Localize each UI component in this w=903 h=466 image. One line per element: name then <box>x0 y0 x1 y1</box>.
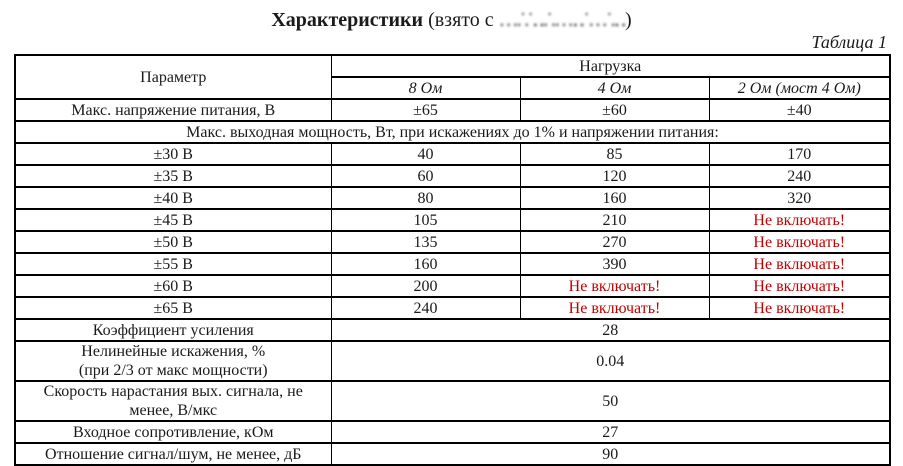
warning-cell: Не включать! <box>519 296 710 320</box>
value-cell: 80 <box>330 186 521 210</box>
row-label: Нелинейные искажения, % (при 2/3 от макс… <box>14 340 332 382</box>
row-power-40: ±40 В 80 160 320 <box>14 186 891 210</box>
characteristics-table: Параметр Нагрузка 8 Ом 4 Ом 2 Ом (мост 4… <box>14 54 892 466</box>
title-source-open: (взято с <box>423 9 499 31</box>
value-cell: 170 <box>708 142 891 166</box>
row-label: ±60 В <box>14 274 332 298</box>
value-cell: 160 <box>519 186 710 210</box>
value-cell: 240 <box>330 296 521 320</box>
header-col-2ohm: 2 Ом (мост 4 Ом) <box>708 76 891 100</box>
value-cell: 160 <box>330 252 521 276</box>
value-cell: 28 <box>330 318 891 342</box>
row-section-header: Макс. выходная мощность, Вт, при искажен… <box>14 120 891 144</box>
row-input-impedance: Входное сопротивление, кОм 27 <box>14 420 891 444</box>
value-cell: 27 <box>330 420 891 444</box>
row-label: ±45 В <box>14 208 332 232</box>
header-row-impedance: 8 Ом 4 Ом 2 Ом (мост 4 Ом) <box>15 76 891 100</box>
title-main: Характеристики <box>271 9 424 31</box>
value-cell: 40 <box>330 142 521 166</box>
row-power-55: ±55 В 160 390 Не включать! <box>14 252 891 276</box>
header-col-4ohm: 4 Ом <box>519 76 710 100</box>
warning-cell: Не включать! <box>708 230 891 254</box>
value-cell: ±40 <box>708 98 891 122</box>
value-cell: 390 <box>519 252 710 276</box>
title-source-close: ) <box>624 9 632 31</box>
header-row-load: Параметр Нагрузка <box>14 54 891 100</box>
value-cell: ±65 <box>330 98 521 122</box>
value-cell: 210 <box>519 208 710 232</box>
row-power-60: ±60 В 200 Не включать! Не включать! <box>14 274 891 298</box>
row-power-35: ±35 В 60 120 240 <box>14 164 891 188</box>
row-label: ±40 В <box>14 186 332 210</box>
value-cell: 240 <box>708 164 891 188</box>
section-header: Макс. выходная мощность, Вт, при искажен… <box>14 120 891 144</box>
row-power-30: ±30 В 40 85 170 <box>14 142 891 166</box>
value-cell: 60 <box>330 164 521 188</box>
header-param: Параметр <box>14 54 332 100</box>
value-cell: 270 <box>519 230 710 254</box>
value-cell: 105 <box>330 208 521 232</box>
value-cell: 320 <box>708 186 891 210</box>
value-cell: 135 <box>330 230 521 254</box>
title-obscured-source: ….˙.˙‥.˙.…‥˙…˙.‥ <box>498 9 627 31</box>
header-load: Нагрузка <box>330 54 891 78</box>
value-cell: ±60 <box>519 98 710 122</box>
value-cell: 0.04 <box>330 340 891 382</box>
value-cell: 85 <box>519 142 710 166</box>
value-cell: 50 <box>330 380 891 422</box>
row-label: ±30 В <box>14 142 332 166</box>
row-power-50: ±50 В 135 270 Не включать! <box>14 230 891 254</box>
table-caption: Таблица 1 <box>811 32 887 52</box>
warning-cell: Не включать! <box>708 274 891 298</box>
row-power-65: ±65 В 240 Не включать! Не включать! <box>14 296 891 320</box>
row-label: Макс. напряжение питания, В <box>14 98 332 122</box>
warning-cell: Не включать! <box>519 274 710 298</box>
row-label: Коэффициент усиления <box>14 318 332 342</box>
row-distortion: Нелинейные искажения, % (при 2/3 от макс… <box>14 340 891 382</box>
page-title: Характеристики (взято с ….˙.˙‥.˙.…‥˙…˙.‥… <box>0 0 903 32</box>
value-cell: 120 <box>519 164 710 188</box>
row-label: Скорость нарастания вых. сигнала, не мен… <box>14 380 332 422</box>
row-gain: Коэффициент усиления 28 <box>14 318 891 342</box>
row-label: Отношение сигнал/шум, не менее, дБ <box>14 442 332 466</box>
row-power-45: ±45 В 105 210 Не включать! <box>14 208 891 232</box>
row-label: ±65 В <box>14 296 332 320</box>
row-label: Входное сопротивление, кОм <box>14 420 332 444</box>
header-col-8ohm: 8 Ом <box>330 76 521 100</box>
warning-cell: Не включать! <box>708 208 891 232</box>
row-label: ±50 В <box>14 230 332 254</box>
warning-cell: Не включать! <box>708 252 891 276</box>
row-snr: Отношение сигнал/шум, не менее, дБ 90 <box>14 442 891 466</box>
value-cell: 200 <box>330 274 521 298</box>
row-max-voltage: Макс. напряжение питания, В ±65 ±60 ±40 <box>14 98 891 122</box>
row-slew-rate: Скорость нарастания вых. сигнала, не мен… <box>14 380 891 422</box>
row-label: ±55 В <box>14 252 332 276</box>
value-cell: 90 <box>330 442 891 466</box>
row-label: ±35 В <box>14 164 332 188</box>
warning-cell: Не включать! <box>708 296 891 320</box>
